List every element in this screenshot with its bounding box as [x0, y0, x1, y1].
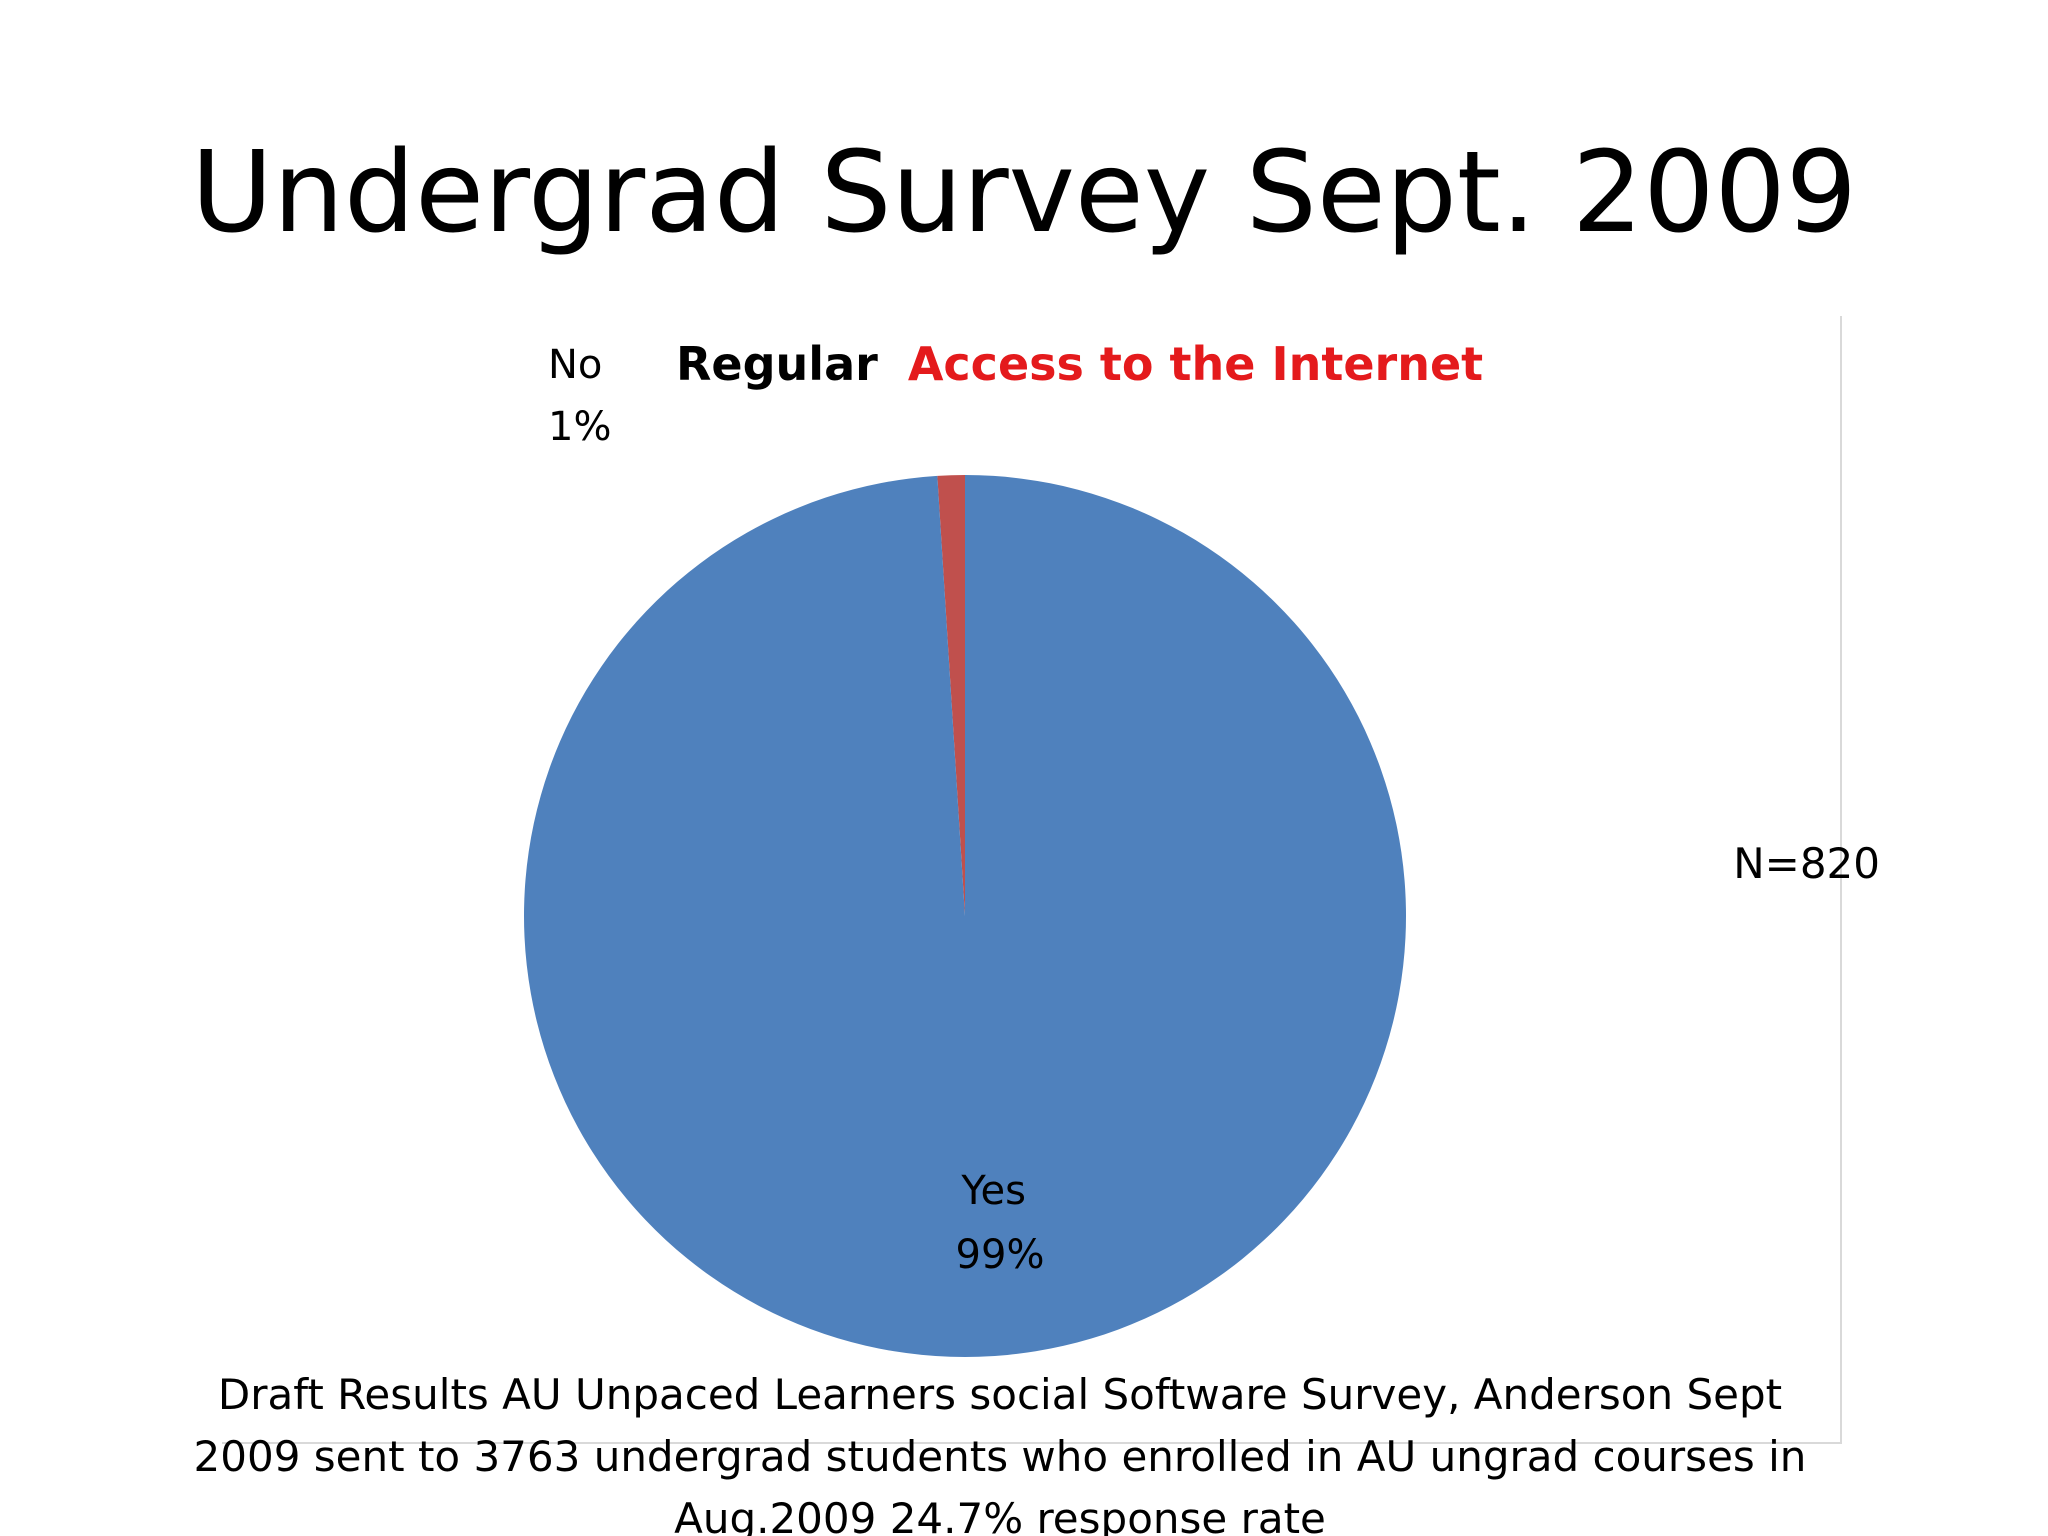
pie-slice-yes — [524, 475, 1407, 1358]
slice-label-yes: Yes 99% — [956, 1168, 1045, 1278]
slice-label-no-percent: 1% — [548, 404, 611, 450]
sample-size-label: N=820 — [1733, 839, 1880, 888]
chart-title: Regular Access to the Internet — [676, 337, 1483, 391]
source-note: Draft Results AU Unpaced Learners social… — [193, 1370, 1807, 1536]
slice-label-no: No 1% — [548, 342, 615, 450]
chart-frame — [222, 316, 1842, 1444]
chart-title-part-regular: Regular — [676, 337, 878, 391]
slice-label-yes-name: Yes — [960, 1168, 1026, 1214]
pie-slice-no — [937, 475, 965, 916]
slice-label-no-name: No — [548, 342, 602, 388]
chart-title-part-access: Access to the Internet — [908, 337, 1483, 391]
slide-title: Undergrad Survey Sept. 2009 — [191, 128, 1857, 258]
slice-label-yes-percent: 99% — [956, 1232, 1045, 1278]
